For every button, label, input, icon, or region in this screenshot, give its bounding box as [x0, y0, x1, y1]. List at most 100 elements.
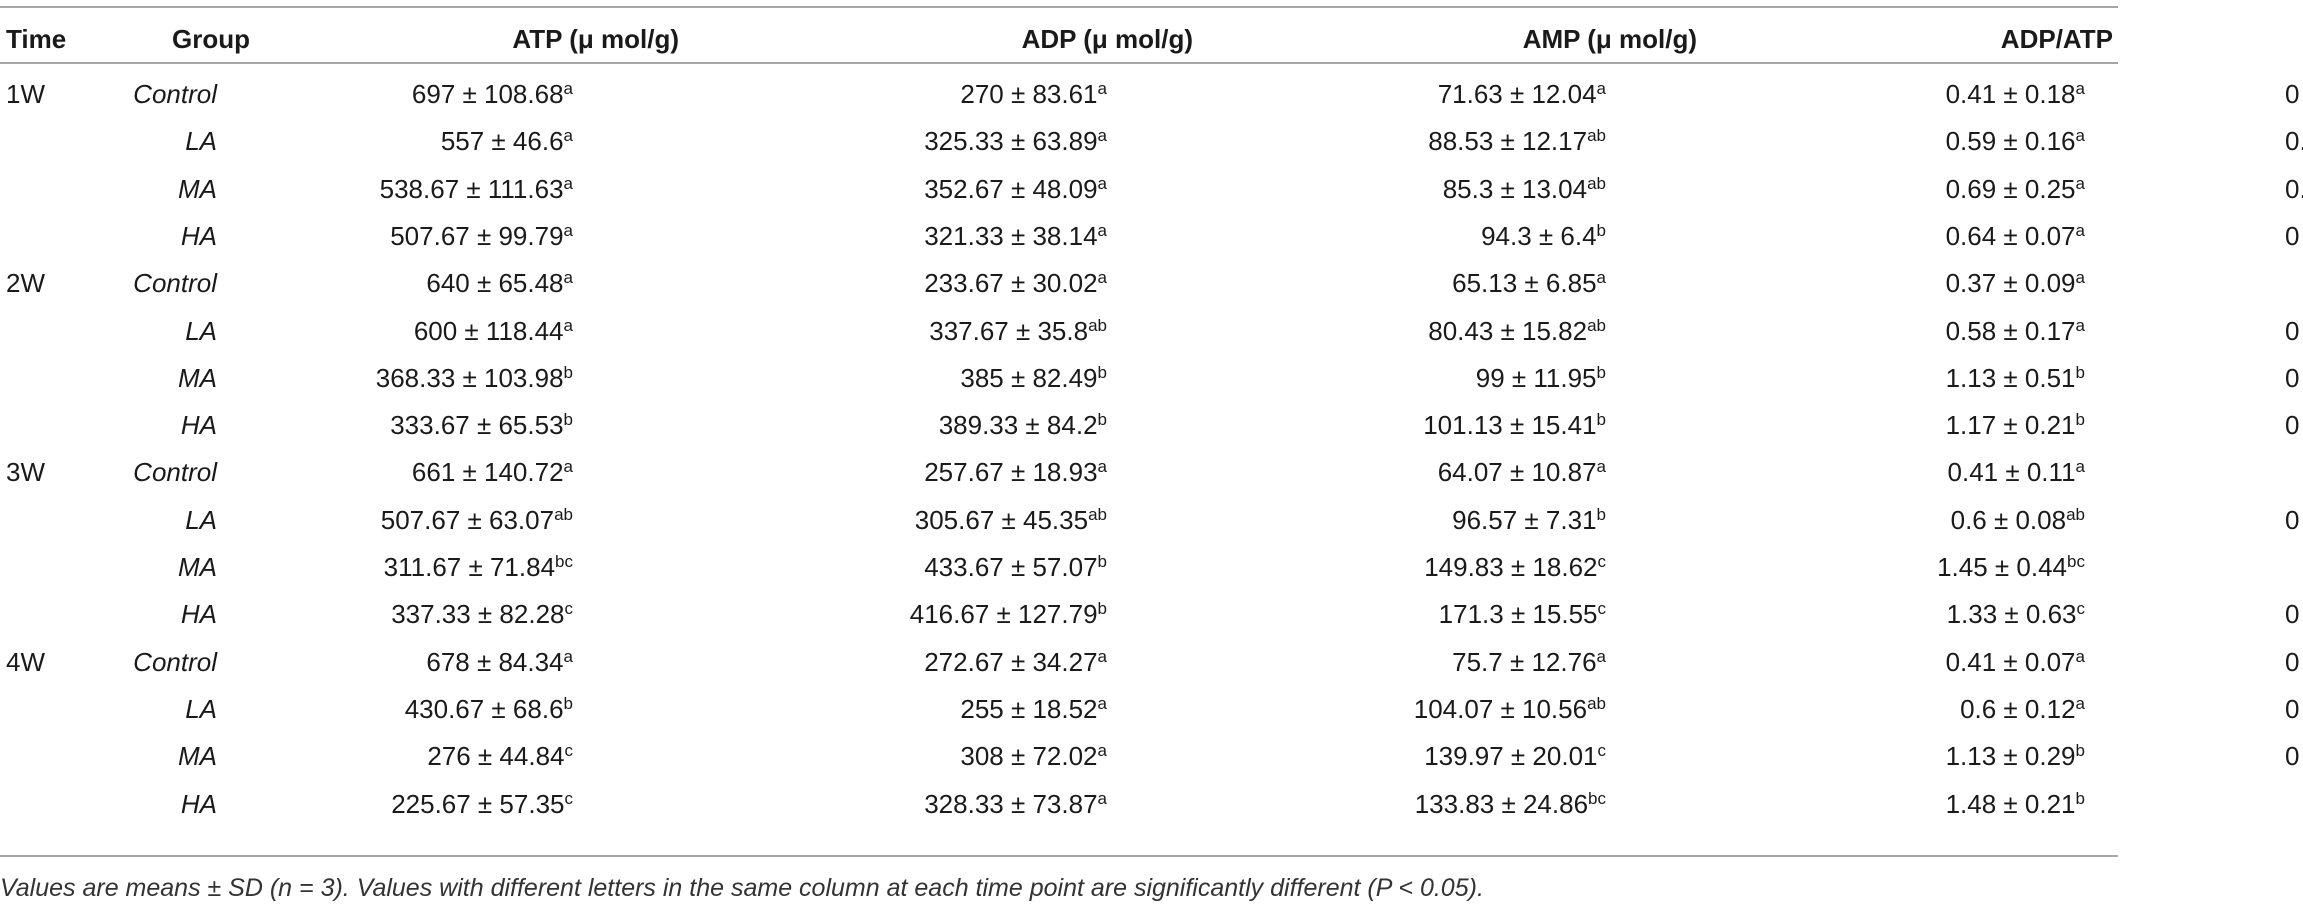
cell-cutoff: 0. [2285, 172, 2303, 206]
cell-adp-atp-value: 0.59 ± 0.16 [1945, 126, 2076, 156]
cell-amp-value: 99 ± 11.95 [1475, 363, 1597, 393]
cell-adp-value: 337.67 ± 35.8 [929, 316, 1089, 346]
significance-letter: a [2075, 126, 2085, 145]
cell-cutoff: 0 [2285, 597, 2299, 631]
cell-cutoff-value: 0 [2285, 410, 2300, 440]
cell-cutoff: 0 [2285, 692, 2299, 726]
cell-atp-value: 640 ± 65.48 [426, 268, 564, 298]
cell-adp-atp-value: 1.13 ± 0.51 [1945, 363, 2076, 393]
cell-adp-atp: 0.64 ± 0.07a [1946, 219, 2085, 253]
significance-letter: a [563, 126, 573, 145]
significance-letter: bc [2067, 552, 2085, 571]
cell-cutoff: 0 [2285, 219, 2299, 253]
cell-time: 4W [6, 645, 45, 679]
cell-cutoff-value: 0 [2285, 694, 2300, 724]
cell-adp: 255 ± 18.52a [960, 692, 1107, 726]
cell-amp-value: 101.13 ± 15.41 [1423, 410, 1597, 440]
cell-amp: 99 ± 11.95b [1476, 361, 1606, 395]
significance-letter: a [2075, 694, 2085, 713]
significance-letter: b [1097, 410, 1107, 429]
significance-letter: a [1596, 268, 1606, 287]
significance-letter: bc [555, 552, 573, 571]
cell-cutoff: 0. [2285, 124, 2303, 158]
cell-cutoff: 0 [2285, 314, 2299, 348]
cell-amp-value: 171.3 ± 15.55 [1438, 599, 1598, 629]
cell-adp: 389.33 ± 84.2b [939, 408, 1107, 442]
cell-adp: 321.33 ± 38.14a [924, 219, 1107, 253]
significance-letter: b [1097, 552, 1107, 571]
cell-amp-value: 149.83 ± 18.62 [1424, 552, 1598, 582]
cell-adp: 352.67 ± 48.09a [924, 172, 1107, 206]
cell-group-value: LA [185, 694, 217, 724]
significance-letter: c [564, 741, 574, 760]
cell-cutoff: 0 [2285, 408, 2299, 442]
cell-amp-value: 64.07 ± 10.87 [1437, 457, 1597, 487]
significance-letter: a [2075, 268, 2085, 287]
cell-atp: 507.67 ± 99.79a [390, 219, 573, 253]
significance-letter: a [563, 457, 573, 476]
significance-letter: c [1597, 741, 1607, 760]
significance-letter: ab [1587, 694, 1606, 713]
cell-cutoff: 0 [2285, 645, 2299, 679]
cell-group-value: HA [180, 599, 217, 629]
cell-adp: 308 ± 72.02a [960, 739, 1107, 773]
significance-letter: a [1596, 457, 1606, 476]
significance-letter: a [1097, 126, 1107, 145]
cell-adp-value: 416.67 ± 127.79 [909, 599, 1098, 629]
cell-adp-atp-value: 1.17 ± 0.21 [1945, 410, 2076, 440]
significance-letter: a [2075, 316, 2085, 335]
significance-letter: b [2075, 410, 2085, 429]
significance-letter: a [2075, 457, 2085, 476]
cell-amp: 96.57 ± 7.31b [1452, 503, 1606, 537]
cell-atp: 368.33 ± 103.98b [376, 361, 573, 395]
cell-amp-value: 71.63 ± 12.04 [1437, 79, 1597, 109]
cell-atp-value: 557 ± 46.6 [440, 126, 564, 156]
significance-letter: a [563, 647, 573, 666]
cell-atp-value: 507.67 ± 63.07 [380, 505, 555, 535]
cell-group: HA [181, 219, 217, 253]
cell-atp: 661 ± 140.72a [412, 455, 573, 489]
cell-atp: 557 ± 46.6a [441, 124, 573, 158]
cell-adp-atp-value: 1.33 ± 0.63 [1946, 599, 2077, 629]
cell-adp-atp: 0.41 ± 0.18a [1946, 77, 2085, 111]
cell-amp: 71.63 ± 12.04a [1438, 77, 1606, 111]
significance-letter: a [1097, 221, 1107, 240]
significance-letter: a [2075, 174, 2085, 193]
cell-atp-value: 368.33 ± 103.98 [375, 363, 564, 393]
cell-amp: 65.13 ± 6.85a [1452, 266, 1606, 300]
cell-adp-atp-value: 0.69 ± 0.25 [1945, 174, 2076, 204]
cell-amp: 85.3 ± 13.04ab [1443, 172, 1606, 206]
significance-letter: a [1097, 268, 1107, 287]
cell-group-value: MA [178, 363, 217, 393]
cell-group: MA [178, 550, 217, 584]
cell-amp-value: 65.13 ± 6.85 [1452, 268, 1597, 298]
significance-letter: a [1097, 457, 1107, 476]
cell-group: HA [181, 597, 217, 631]
cell-atp-value: 678 ± 84.34 [426, 647, 564, 677]
cell-cutoff-value: 0 [2285, 647, 2300, 677]
cell-adp-atp: 0.69 ± 0.25a [1946, 172, 2085, 206]
cell-cutoff: 0 [2285, 361, 2299, 395]
cell-cutoff: 0 [2285, 77, 2299, 111]
cell-atp: 311.67 ± 71.84bc [384, 550, 573, 584]
column-header-adp: ADP (μ mol/g) [1021, 24, 1193, 54]
column-header-amp: AMP (μ mol/g) [1522, 24, 1697, 54]
significance-letter: b [563, 694, 573, 713]
cell-amp-value: 94.3 ± 6.4 [1481, 221, 1597, 251]
cell-adp-atp-value: 0.41 ± 0.18 [1945, 79, 2076, 109]
cell-adp-atp: 0.59 ± 0.16a [1946, 124, 2085, 158]
cell-group-value: HA [180, 789, 217, 819]
significance-letter: b [1596, 505, 1606, 524]
cell-adp-atp-value: 1.48 ± 0.21 [1945, 789, 2076, 819]
cell-adp: 416.67 ± 127.79b [910, 597, 1107, 631]
significance-letter: a [563, 316, 573, 335]
cell-time: 3W [6, 455, 45, 489]
cell-adp-atp: 0.6 ± 0.08ab [1951, 503, 2085, 537]
significance-letter: ab [1088, 316, 1107, 335]
cell-atp: 678 ± 84.34a [426, 645, 573, 679]
cell-group: LA [185, 692, 217, 726]
significance-letter: ab [554, 505, 573, 524]
cell-adp: 257.67 ± 18.93a [924, 455, 1107, 489]
cell-adp-value: 308 ± 72.02 [960, 741, 1098, 771]
cell-atp: 333.67 ± 65.53b [390, 408, 573, 442]
